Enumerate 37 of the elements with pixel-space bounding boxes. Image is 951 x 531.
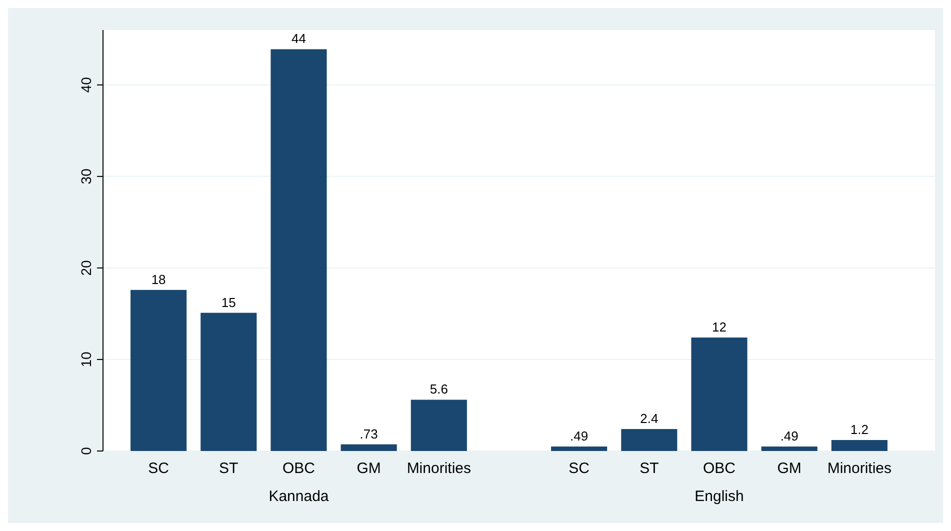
bar [200,312,257,451]
bar [270,49,327,451]
bar [551,446,608,451]
data-label: 5.6 [430,382,448,397]
y-tick-label: 10 [78,351,94,368]
x-tick-label: SC [148,460,170,477]
y-tick-label: 30 [78,168,94,184]
bar [831,440,888,451]
bar [410,400,467,451]
bar [621,429,678,451]
y-tick-label: 20 [78,260,94,276]
x-tick-label: SC [568,460,590,477]
data-label: 15 [221,294,236,310]
data-label: 1.2 [850,422,868,438]
data-label: .73 [360,426,378,442]
x-tick-label: OBC [703,460,736,477]
data-label: .49 [780,428,798,444]
text: English [694,488,744,505]
data-label: 12 [712,320,726,335]
bar [340,444,397,451]
data-label: 44 [292,31,306,46]
x-tick-label: GM [356,460,381,477]
data-label: 18 [151,272,166,287]
y-tick-label: 40 [78,76,94,93]
bar [130,290,187,451]
x-tick-label: GM [777,460,802,477]
x-tick-label: Minorities [827,460,892,477]
y-tick-label: 0 [78,446,94,455]
bar [761,446,818,451]
data-label: 2.4 [640,411,658,426]
x-tick-label: ST [219,460,238,477]
x-tick-label: Minorities [406,460,472,477]
x-tick-label: OBC [282,460,316,477]
data-label: .49 [570,428,588,444]
text: Kannada [268,488,330,505]
x-tick-label: ST [640,460,659,477]
bar [691,338,748,451]
